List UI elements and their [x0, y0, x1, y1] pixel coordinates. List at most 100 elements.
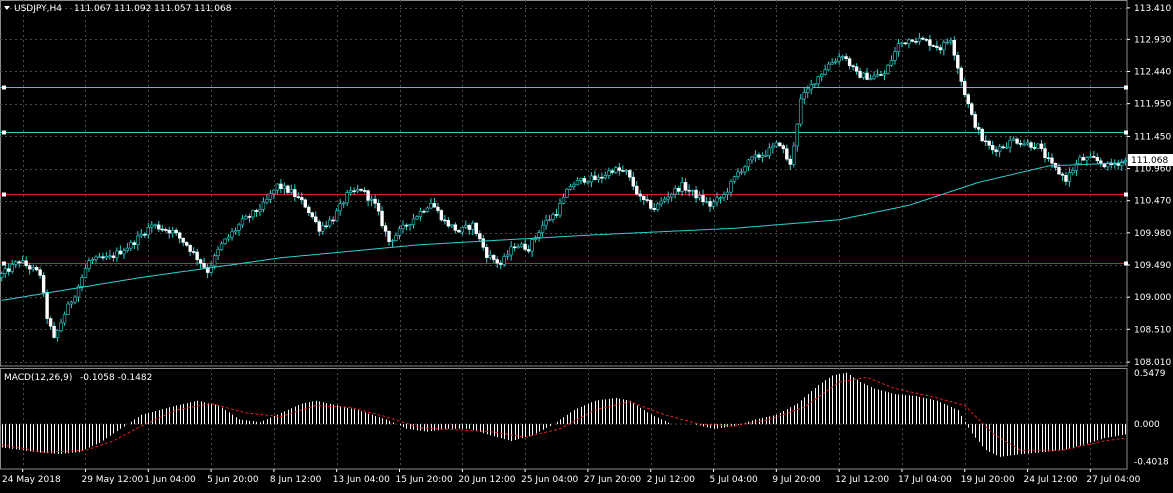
candle-bull — [1071, 170, 1075, 174]
candle-bear — [638, 193, 642, 197]
candle-bear — [439, 210, 444, 221]
candle-bear — [457, 230, 461, 233]
candle-bull — [289, 189, 294, 193]
candle-bull — [537, 232, 541, 238]
candle-bull — [1120, 161, 1124, 166]
candle-bull — [659, 200, 663, 205]
candle-bull — [690, 189, 695, 192]
candle-bull — [544, 220, 548, 226]
line-handle[interactable] — [1124, 85, 1128, 90]
candle-bull — [861, 72, 866, 78]
candle-bull — [348, 190, 353, 193]
candle-bull — [31, 267, 35, 270]
candle-bull — [76, 285, 81, 298]
candle-bear — [376, 203, 381, 212]
line-handle[interactable] — [1124, 261, 1128, 266]
macd-signal-line — [1, 376, 1126, 453]
candles — [0, 33, 1127, 342]
candle-bull — [760, 155, 765, 158]
line-handle[interactable] — [2, 261, 6, 266]
candle-bear — [362, 190, 367, 192]
candle-bear — [352, 190, 356, 193]
candle-bear — [286, 185, 290, 193]
symbol-dropdown-icon[interactable] — [4, 6, 10, 10]
line-handle[interactable] — [1124, 130, 1128, 135]
candle-bull — [882, 73, 887, 76]
candle-bear — [132, 242, 137, 245]
candle-bear — [184, 242, 189, 246]
candle-bull — [1078, 157, 1082, 164]
candle-bull — [20, 260, 25, 264]
candle-bull — [153, 224, 157, 227]
candle-bull — [551, 214, 555, 220]
candle-bull — [390, 240, 395, 242]
candle-bull — [746, 159, 751, 168]
candle-bull — [1113, 163, 1117, 166]
y-tick-label: 111.450 — [1134, 132, 1171, 142]
candle-bull — [519, 243, 524, 248]
candle-bear — [101, 256, 105, 259]
candle-bear — [331, 219, 335, 222]
candle-bear — [781, 145, 786, 150]
line-handle[interactable] — [2, 85, 6, 90]
candle-bull — [743, 166, 747, 173]
candle-bear — [7, 268, 11, 272]
candle-bear — [523, 243, 527, 250]
candle-bear — [1046, 157, 1051, 160]
candle-bear — [617, 167, 622, 171]
candle-bear — [1032, 147, 1037, 149]
candle-bull — [886, 64, 890, 74]
candle-bear — [582, 178, 587, 183]
candle-bear — [27, 265, 32, 270]
candle-bull — [265, 198, 269, 203]
candle-bull — [87, 260, 91, 269]
candle-bear — [174, 229, 178, 234]
candle-bear — [443, 219, 447, 222]
candle-bear — [621, 170, 625, 172]
candle-bull — [833, 60, 838, 63]
candle-bull — [425, 207, 430, 212]
candle-bull — [55, 330, 60, 338]
candle-bull — [942, 42, 946, 51]
line-handle[interactable] — [1124, 192, 1128, 197]
candle-bull — [471, 222, 475, 230]
candle-bear — [1018, 143, 1023, 145]
ma-line — [1, 162, 1126, 301]
candle-bull — [715, 197, 719, 203]
candle-bear — [921, 37, 925, 40]
candle-bull — [244, 216, 248, 220]
macd-y-tick-label: -0.4018 — [1134, 458, 1169, 468]
candle-bear — [987, 140, 991, 146]
candle-bull — [338, 203, 342, 212]
y-tick-label: 110.960 — [1134, 165, 1171, 175]
line-handle[interactable] — [2, 192, 6, 197]
candle-bull — [872, 75, 876, 79]
candle-bear — [938, 47, 943, 51]
candle-bull — [809, 84, 813, 90]
candle-bull — [129, 242, 133, 249]
candle-bear — [247, 216, 252, 218]
candle-bear — [422, 210, 426, 213]
candle-bear — [387, 230, 391, 242]
candle-bear — [526, 249, 531, 252]
candle-bear — [111, 255, 116, 258]
candle-bear — [990, 145, 995, 151]
candle-bull — [558, 203, 562, 216]
candle-bull — [230, 231, 234, 238]
x-tick-label: 27 Jun 20:00 — [584, 475, 641, 485]
candle-bear — [366, 190, 370, 201]
y-tick-label: 112.930 — [1134, 35, 1171, 45]
candle-bull — [1074, 163, 1079, 171]
candle-bull — [997, 146, 1002, 152]
candle-bull — [530, 239, 534, 252]
candle-bear — [300, 197, 304, 201]
candle-bear — [635, 185, 639, 195]
candle-bear — [642, 195, 646, 200]
candle-bull — [540, 224, 545, 233]
candle-bull — [889, 60, 894, 66]
candle-bull — [328, 219, 332, 227]
x-tick-label: 8 Jun 12:00 — [270, 475, 322, 485]
line-handle[interactable] — [2, 130, 6, 135]
candle-bull — [739, 171, 744, 174]
